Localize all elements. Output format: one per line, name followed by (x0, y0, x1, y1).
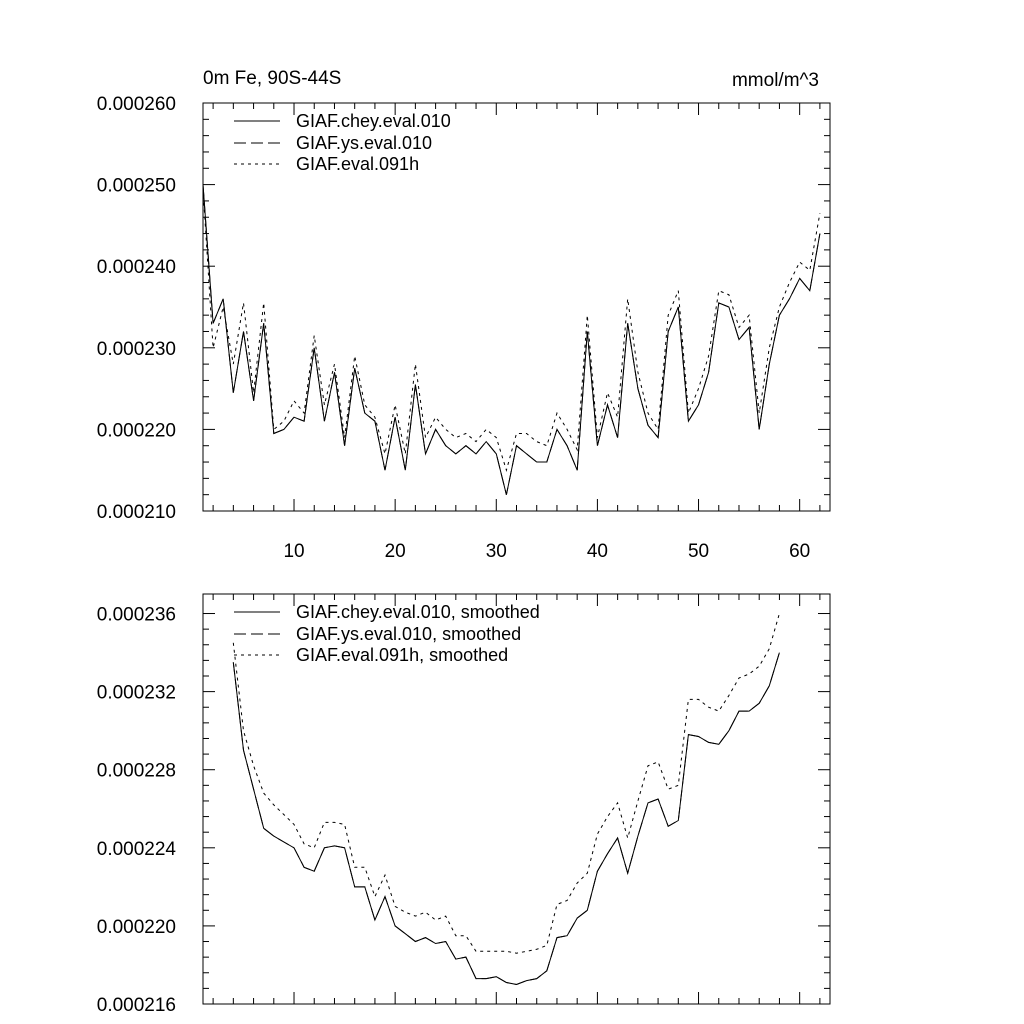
y-tick-label: 0.000210 (97, 502, 176, 523)
legend-entry: GIAF.chey.eval.010 (296, 111, 451, 131)
series-line-dotted (202, 188, 821, 472)
y-tick-label: 0.000216 (97, 995, 176, 1016)
y-tick-label: 0.000232 (97, 683, 176, 704)
x-tick-label: 20 (385, 541, 406, 562)
y-tick-label: 0.000220 (97, 917, 176, 938)
series-line-dashed (232, 652, 780, 986)
bottom-panel: 0.000236 0.000232 0.000228 0.000224 0.000220… (97, 593, 831, 1016)
series-line-solid (202, 184, 821, 495)
series-line-dashed (202, 184, 821, 495)
legend-entry: GIAF.chey.eval.010, smoothed (296, 602, 540, 622)
y-tick-label: 0.000228 (97, 761, 176, 782)
series-line-solid (232, 652, 780, 986)
y-tick-label: 0.000220 (97, 420, 176, 441)
x-tick-label: 50 (688, 541, 709, 562)
legend-entry: GIAF.ys.eval.010 (296, 133, 432, 153)
y-tick-label: 0.000260 (97, 94, 176, 115)
legend-entry: GIAF.eval.091h, smoothed (296, 645, 508, 665)
legend: GIAF.chey.eval.010 GIAF.ys.eval.010 GIAF… (234, 111, 451, 174)
y-tick-label: 0.000250 (97, 176, 176, 197)
y-tick-label: 0.000230 (97, 339, 176, 360)
y-tick-label: 0.000224 (97, 839, 177, 860)
x-tick-label: 40 (587, 541, 608, 562)
legend: GIAF.chey.eval.010, smoothed GIAF.ys.eva… (234, 602, 540, 665)
units-label: mmol/m^3 (732, 70, 819, 91)
legend-entry: GIAF.ys.eval.010, smoothed (296, 624, 521, 644)
top-panel: 0m Fe, 90S-44S mmol/m^3 0.000260 0.000250… (97, 68, 831, 562)
legend-entry: GIAF.eval.091h (296, 154, 419, 174)
y-tick-label: 0.000236 (97, 605, 176, 626)
x-tick-label: 10 (283, 541, 304, 562)
chart-title: 0m Fe, 90S-44S (203, 68, 341, 89)
x-tick-label: 30 (486, 541, 507, 562)
y-tick-label: 0.000240 (97, 257, 176, 278)
x-tick-label: 60 (789, 541, 810, 562)
